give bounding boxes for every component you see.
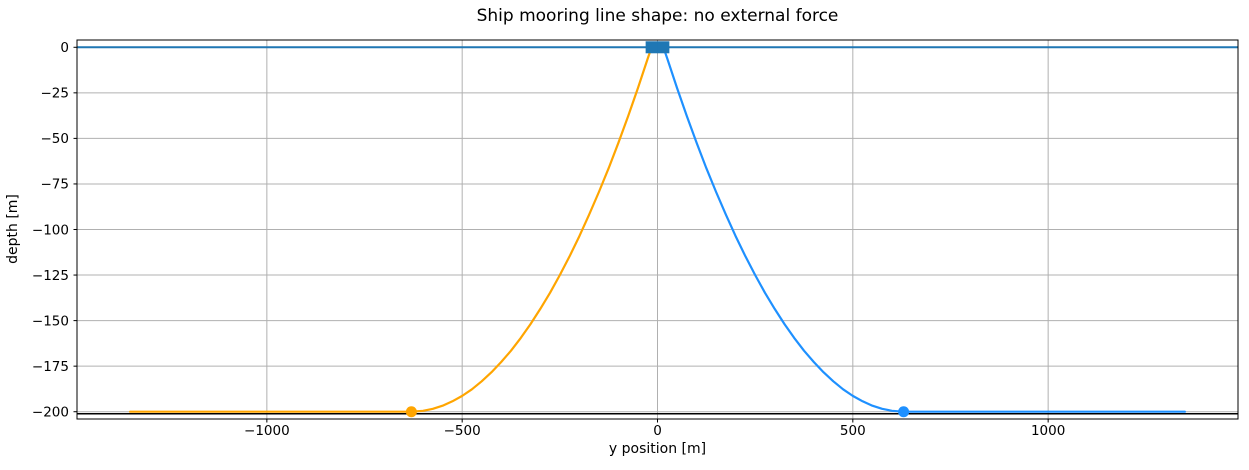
- ship-fairlead-starboard: [657, 41, 670, 54]
- chart-title: Ship mooring line shape: no external for…: [476, 6, 839, 26]
- y-tick-label: −175: [32, 359, 69, 375]
- y-tick-label: −125: [32, 268, 69, 284]
- x-tick-label: 1000: [1031, 423, 1065, 439]
- starboard-touchdown-point: [898, 406, 910, 418]
- x-axis-label: y position [m]: [608, 441, 707, 457]
- y-tick-label: −75: [41, 177, 70, 193]
- starboard-mooring-line: [662, 46, 1187, 413]
- port-touchdown-point: [405, 406, 417, 418]
- y-tick-label: −100: [32, 222, 69, 238]
- y-tick-label: −150: [32, 313, 69, 329]
- y-axis-label: depth [m]: [5, 194, 21, 264]
- ship-fairlead-port: [645, 41, 658, 54]
- x-tick-label: −1000: [244, 423, 290, 439]
- y-tick-label: −200: [32, 405, 69, 421]
- y-tick-label: 0: [60, 40, 69, 56]
- x-tick-label: −500: [444, 423, 481, 439]
- y-tick-label: −25: [41, 86, 70, 102]
- x-tick-label: 0: [653, 423, 662, 439]
- y-tick-label: −50: [41, 131, 70, 147]
- port-mooring-line: [129, 46, 653, 413]
- x-tick-label: 500: [840, 423, 866, 439]
